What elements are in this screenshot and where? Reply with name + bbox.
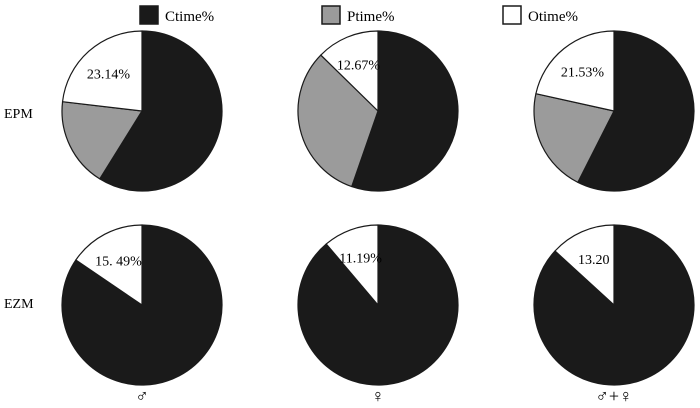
- column-label-male: ♂: [135, 386, 149, 406]
- column-label-female: ♀: [371, 386, 385, 406]
- pie-data-label: 21.53%: [561, 66, 605, 81]
- pie-data-label: 13.20: [578, 253, 610, 268]
- legend-swatch-otime: [502, 5, 522, 25]
- legend: Ctime% Ptime% Otime%: [139, 5, 578, 25]
- pie-slice-otime[interactable]: [325, 224, 379, 306]
- legend-item-otime[interactable]: Otime%: [502, 5, 578, 25]
- pie-epm-male: 23.14%: [61, 30, 223, 192]
- pie-epm-female: 12.67%: [297, 30, 459, 192]
- pie-slice-otime[interactable]: [535, 30, 615, 112]
- pie-slice-ptime[interactable]: [297, 54, 379, 188]
- row-label-ezm: EZM: [4, 297, 34, 312]
- pie-slice-ptime[interactable]: [61, 101, 143, 180]
- legend-label-ctime: Ctime%: [165, 9, 214, 25]
- pie-slice-otime[interactable]: [554, 224, 615, 306]
- pie-ezm-female: 11.19%: [297, 224, 459, 386]
- legend-item-ctime[interactable]: Ctime%: [139, 5, 214, 25]
- legend-item-ptime[interactable]: Ptime%: [321, 5, 395, 25]
- pie-ezm-male: 15. 49%: [61, 224, 223, 386]
- pie-data-label: 12.67%: [337, 59, 381, 74]
- pie-data-label: 23.14%: [87, 67, 131, 82]
- pie-slice-ctime[interactable]: [99, 30, 223, 192]
- row-label-epm: EPM: [4, 107, 33, 122]
- legend-label-ptime: Ptime%: [347, 9, 395, 25]
- pie-slice-otime[interactable]: [320, 30, 379, 112]
- pie-epm-male-female: 21.53%: [533, 30, 695, 192]
- pie-data-label: 11.19%: [339, 252, 382, 267]
- pie-slice-ptime[interactable]: [533, 93, 615, 183]
- pie-data-label: 15. 49%: [95, 255, 142, 270]
- legend-label-otime: Otime%: [528, 9, 578, 25]
- column-label-male-female: ♂+♀: [595, 386, 632, 406]
- pie-slice-otime[interactable]: [61, 30, 143, 112]
- legend-swatch-ctime: [139, 5, 159, 25]
- pies-layer: 23.14% 12.67% 21.53% 15. 49% 11.19% 13.20: [61, 30, 695, 386]
- pie-slice-otime[interactable]: [75, 224, 143, 306]
- pie-slice-ctime[interactable]: [577, 30, 695, 192]
- legend-swatch-ptime: [321, 5, 341, 25]
- pie-ezm-male-female: 13.20: [533, 224, 695, 386]
